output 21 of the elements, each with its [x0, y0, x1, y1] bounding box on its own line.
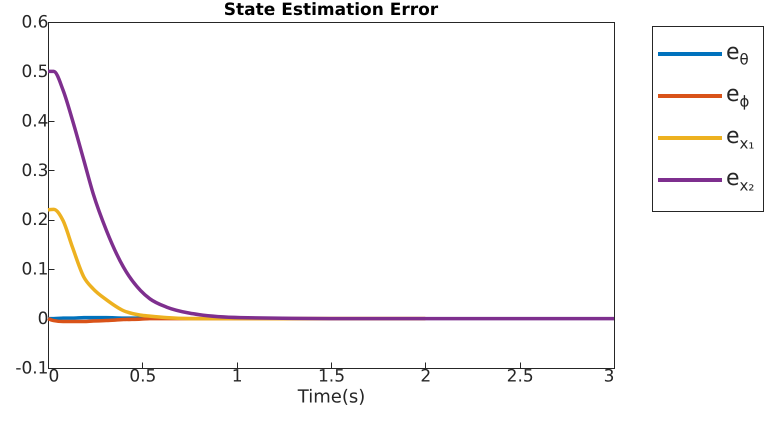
y-tick-label: 0.6: [21, 12, 48, 32]
x-tick-label: 1: [232, 366, 243, 386]
x-axis-title: Time(s): [296, 386, 366, 408]
line-series: [46, 70, 616, 320]
y-tick-label: 0.3: [21, 160, 48, 181]
chart-title: State Estimation Error: [222, 0, 440, 20]
y-tick-label: 0.1: [21, 260, 48, 280]
y-tick-label: 0.2: [21, 210, 48, 230]
x-tick-label: 3: [604, 366, 614, 386]
y-tick-label: 0.4: [21, 111, 48, 132]
legend-label: e$_{ϕ}$: [726, 82, 750, 110]
y-tick-label: -0.1: [15, 358, 48, 378]
y-tick-label: 0: [38, 309, 48, 330]
x-tick-label: 1.5: [318, 366, 346, 386]
legend-label: e$_{x₁}$: [726, 124, 754, 152]
x-tick-label: 0.5: [129, 366, 156, 386]
y-tick-label: 0.5: [21, 62, 48, 82]
legend-label: e$_{θ}$: [726, 40, 749, 68]
x-tick-label: 2: [420, 366, 432, 386]
x-tick-label: 2.5: [506, 366, 534, 386]
legend-label: e$_{x₂}$: [726, 166, 754, 194]
